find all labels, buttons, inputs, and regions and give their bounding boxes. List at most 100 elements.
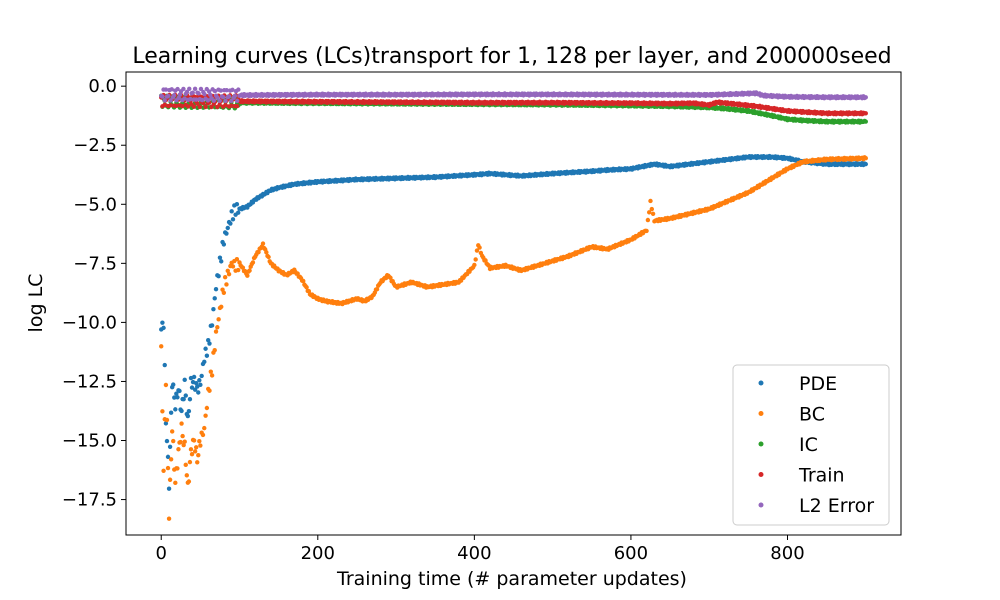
y-tick-label: −5.0	[73, 194, 117, 215]
data-point	[189, 385, 195, 390]
legend-marker	[758, 411, 764, 416]
series-pde	[159, 153, 868, 491]
legend: PDE BC IC Train L2 Error	[732, 364, 890, 526]
data-point	[228, 221, 233, 226]
x-tick-label: 0	[156, 543, 167, 564]
data-point	[209, 104, 214, 110]
data-point	[200, 432, 206, 438]
data-point	[374, 287, 380, 292]
data-point	[189, 452, 195, 457]
data-point	[171, 438, 176, 444]
data-point	[192, 387, 198, 392]
data-point	[234, 256, 240, 262]
data-point	[645, 217, 651, 223]
data-point	[197, 439, 202, 444]
legend-label: PDE	[799, 373, 837, 395]
data-point	[191, 374, 197, 380]
data-point	[196, 91, 201, 96]
data-point	[209, 323, 215, 328]
data-point	[224, 87, 229, 93]
y-axis-label: log LC	[25, 274, 47, 333]
data-point	[180, 433, 185, 439]
data-point	[226, 94, 232, 99]
data-point	[182, 96, 187, 101]
data-point	[473, 257, 478, 262]
data-point	[216, 273, 221, 279]
data-point	[193, 445, 199, 450]
data-point	[236, 87, 241, 92]
data-point	[179, 408, 184, 414]
data-point	[196, 390, 201, 395]
data-point	[166, 516, 172, 521]
data-point	[216, 317, 221, 322]
data-point	[301, 278, 306, 284]
data-point	[206, 337, 211, 343]
data-point	[185, 104, 191, 109]
data-point	[388, 275, 393, 281]
data-point	[192, 449, 198, 454]
data-point	[160, 94, 165, 99]
data-point	[204, 405, 210, 411]
data-point	[165, 465, 171, 471]
data-point	[219, 259, 224, 264]
data-point	[648, 198, 653, 204]
data-point	[187, 397, 193, 402]
data-point	[166, 486, 172, 491]
data-point	[174, 103, 179, 108]
data-point	[649, 206, 654, 212]
data-point	[193, 380, 199, 386]
data-point	[224, 282, 229, 287]
data-point	[175, 395, 180, 400]
data-point	[176, 95, 181, 101]
data-point	[863, 95, 868, 100]
chart-title: Learning curves (LCs)transport for 1, 12…	[132, 44, 891, 69]
data-point	[646, 210, 652, 215]
data-point	[202, 91, 207, 97]
data-point	[234, 201, 240, 207]
plot-frame	[125, 71, 902, 536]
data-point	[166, 93, 171, 99]
data-point	[304, 285, 309, 290]
data-point	[195, 101, 200, 106]
x-tick-label: 800	[770, 543, 804, 564]
data-point	[247, 268, 252, 273]
data-point	[173, 480, 178, 486]
data-point	[197, 378, 202, 383]
legend-item: L2 Error	[758, 495, 874, 517]
data-point	[179, 421, 184, 426]
data-point	[185, 413, 191, 419]
data-point	[174, 391, 179, 396]
data-point	[177, 92, 183, 97]
data-point	[223, 98, 228, 104]
data-point	[207, 388, 212, 393]
data-point	[175, 86, 180, 92]
data-point	[215, 95, 220, 100]
data-point	[159, 344, 164, 349]
data-point	[223, 102, 228, 108]
data-point	[644, 228, 649, 234]
data-point	[163, 87, 169, 92]
data-point	[195, 460, 200, 465]
y-tick-label: −15.0	[62, 431, 117, 452]
legend-frame	[732, 364, 890, 526]
data-point	[163, 382, 169, 388]
y-tick-label: −2.5	[73, 135, 117, 156]
data-point	[198, 382, 203, 388]
data-point	[863, 111, 868, 116]
legend-item: Train	[758, 465, 845, 487]
data-point	[181, 396, 186, 402]
data-point	[161, 325, 166, 331]
legend-label: Train	[798, 465, 845, 487]
data-point	[168, 103, 173, 108]
data-point	[190, 90, 195, 95]
data-point	[472, 262, 477, 268]
data-point	[188, 447, 194, 452]
data-point	[217, 98, 222, 104]
data-point	[162, 98, 167, 103]
legend-marker	[758, 441, 764, 447]
data-point	[229, 98, 234, 104]
data-point	[184, 473, 189, 478]
data-point	[245, 273, 250, 278]
data-point	[187, 86, 192, 92]
legend-item: PDE	[758, 373, 837, 395]
